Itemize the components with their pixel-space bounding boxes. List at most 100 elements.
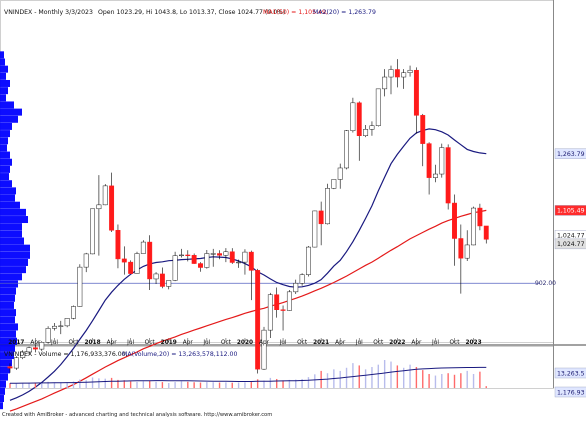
candle-body: [121, 258, 127, 263]
candle-body: [420, 115, 426, 144]
volume-profile-bar: [0, 208, 26, 216]
x-tick-label: Oct: [145, 340, 156, 346]
x-tick-label: Jul: [202, 340, 210, 346]
volume-profile-bar: [0, 151, 10, 159]
volume-profile-bar: [0, 108, 22, 116]
x-tick-label: Apr: [335, 340, 346, 346]
candle-body: [274, 294, 280, 310]
volume-profile-bar: [0, 380, 6, 388]
volume-profile-bar: [0, 366, 10, 374]
candle-body: [39, 342, 45, 350]
candle-body: [382, 76, 388, 90]
candle-body: [83, 253, 89, 268]
candle-body: [153, 273, 159, 280]
x-tick-label: 2019: [161, 340, 177, 346]
volume-profile-bar: [0, 223, 22, 231]
x-tick-label: Oct: [373, 340, 384, 346]
x-tick-label: 2022: [389, 340, 405, 346]
volume-profile-bar: [0, 115, 18, 123]
candle-body: [452, 202, 457, 239]
candle-body: [356, 102, 362, 136]
candle-body: [134, 253, 140, 274]
candle-body: [45, 328, 51, 343]
x-tick-label: Oct: [68, 340, 79, 346]
candle-body: [77, 266, 83, 307]
candle-body: [64, 318, 70, 327]
candle-body: [331, 179, 337, 189]
volume-profile-bar: [0, 137, 8, 145]
candle-body: [179, 254, 184, 257]
volume-profile-bar: [0, 201, 20, 209]
volume-profile-bar: [0, 301, 14, 309]
volume-profile-bar: [0, 244, 30, 252]
volume-profile-bar: [0, 79, 10, 87]
candle-body: [464, 244, 470, 259]
candle-body: [90, 208, 95, 255]
candle-body: [20, 351, 26, 358]
x-tick-label: 2020: [237, 340, 253, 346]
x-tick-label: Jul: [126, 340, 134, 346]
candle-body: [261, 329, 267, 370]
candle-body: [210, 253, 216, 255]
candle-body: [242, 251, 248, 263]
volume-profile-bar: [0, 130, 10, 138]
candle-body: [306, 246, 311, 275]
candle-body: [318, 210, 324, 225]
volume-profile-bar: [0, 323, 18, 331]
candle-body: [109, 185, 115, 231]
candle-body: [236, 261, 242, 264]
volume-profile-bar: [0, 258, 28, 266]
candle-body: [426, 143, 432, 178]
candle-body: [350, 102, 356, 131]
x-tick-label: 2023: [465, 340, 481, 346]
volume-profile-bar: [0, 51, 4, 59]
price-axis-tag-bg: [554, 238, 586, 250]
volume-profile-bar: [0, 216, 28, 224]
x-tick-label: 2018: [84, 340, 100, 346]
volume-profile-bar: [0, 395, 4, 403]
candle-body: [299, 274, 305, 284]
candle-body: [363, 129, 369, 136]
volume-header-ma: MA(Volume,20) = 13,263,578,112.00: [122, 351, 237, 358]
candle-body: [185, 254, 191, 257]
volume-profile-bar: [0, 316, 15, 324]
price-axis-tag: 1,024.77: [557, 233, 585, 240]
volume-profile-bar: [0, 87, 8, 95]
candle-body: [286, 291, 292, 311]
volume-profile-bar: [0, 122, 12, 130]
candle-body: [217, 253, 223, 256]
x-tick-label: Jul: [355, 340, 363, 346]
x-tick-label: Apr: [411, 340, 422, 346]
candle-body: [115, 230, 121, 260]
candle-body: [325, 188, 330, 225]
candle-body: [293, 282, 299, 293]
volume-profile-bar: [0, 309, 16, 317]
candle-body: [267, 294, 273, 331]
candle-body: [140, 241, 146, 254]
volume-axis-tag: 13,263.5: [557, 370, 585, 377]
candle-body: [375, 88, 381, 126]
candle-body: [401, 72, 407, 78]
candle-body: [128, 261, 134, 274]
ma50-line: [9, 209, 487, 412]
ma20-line: [9, 128, 487, 401]
candle-body: [413, 69, 419, 116]
volume-profile-bar: [0, 65, 8, 73]
price-header-symbol: VNINDEX - Monthly 3/3/2023: [4, 9, 93, 16]
volume-profile-bar: [0, 387, 5, 395]
candle-body: [280, 309, 286, 311]
volume-profile-bar: [0, 173, 9, 181]
candle-body: [388, 69, 394, 78]
candle-body: [369, 125, 375, 130]
candle-body: [229, 251, 235, 263]
x-tick-label: Jul: [431, 340, 439, 346]
candle-body: [471, 207, 477, 246]
volume-profile-bar: [0, 230, 22, 238]
volume-profile-bar: [0, 344, 15, 352]
volume-profile-bar: [0, 158, 12, 166]
volume-profile-bar: [0, 58, 5, 66]
price-axis-tag: 1,105.49: [557, 208, 585, 215]
volume-axis-tag-bg: [554, 386, 586, 398]
candle-body: [458, 238, 464, 259]
